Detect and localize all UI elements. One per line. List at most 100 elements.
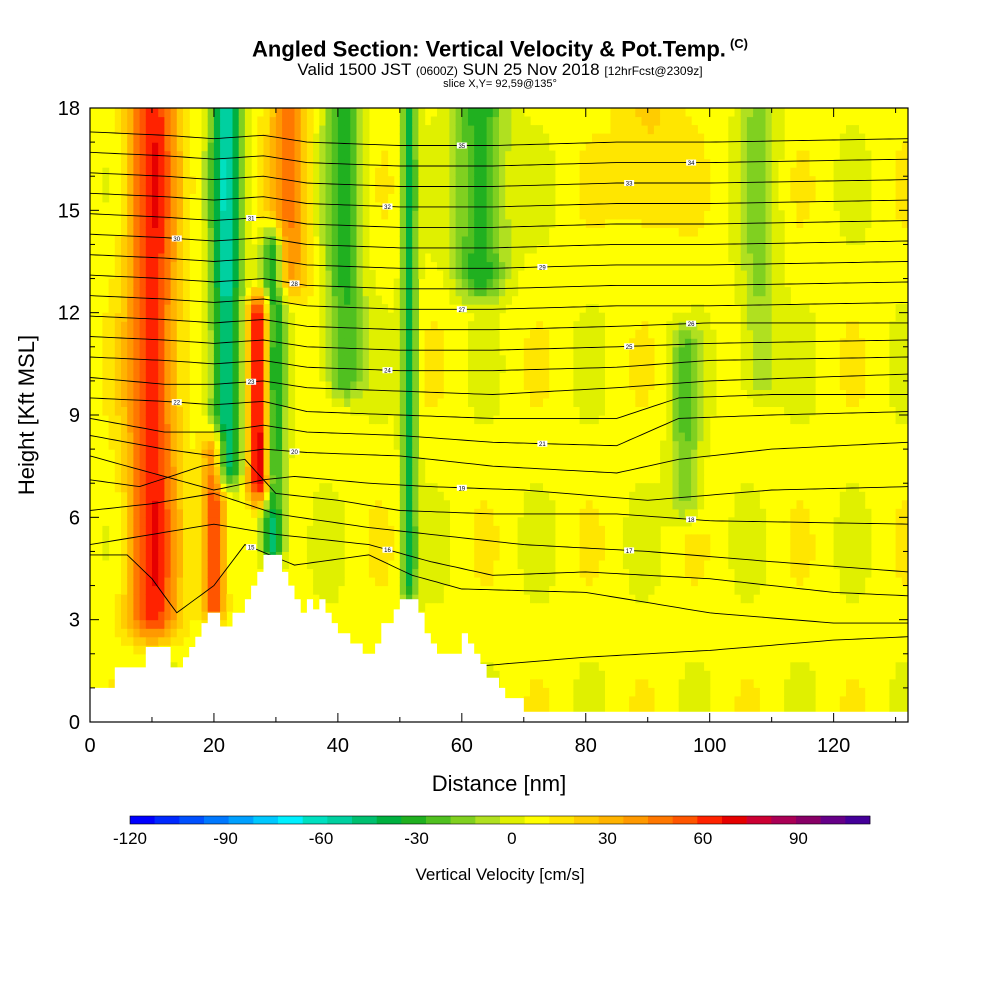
velocity-cell bbox=[114, 389, 122, 399]
velocity-cell bbox=[641, 679, 649, 689]
velocity-cell bbox=[697, 210, 705, 220]
velocity-cell bbox=[592, 415, 599, 425]
velocity-cell bbox=[406, 389, 413, 399]
velocity-cell bbox=[499, 295, 506, 305]
velocity-cell bbox=[406, 116, 413, 126]
velocity-cell bbox=[133, 397, 141, 407]
velocity-cell bbox=[691, 449, 698, 459]
velocity-cell bbox=[127, 611, 134, 621]
velocity-cell bbox=[275, 210, 283, 220]
velocity-cell bbox=[164, 329, 172, 339]
velocity-cell bbox=[399, 253, 407, 263]
velocity-cell bbox=[536, 363, 543, 373]
velocity-cell bbox=[406, 227, 413, 237]
velocity-cell bbox=[207, 551, 215, 561]
velocity-cell bbox=[864, 159, 872, 169]
velocity-cell bbox=[437, 560, 444, 570]
velocity-cell bbox=[802, 704, 810, 714]
velocity-cell bbox=[746, 500, 754, 510]
velocity-cell bbox=[331, 210, 339, 220]
velocity-cell bbox=[158, 568, 165, 578]
velocity-cell bbox=[350, 184, 358, 194]
velocity-cell bbox=[796, 312, 804, 322]
velocity-cell bbox=[852, 560, 859, 570]
velocity-cell bbox=[176, 278, 184, 288]
velocity-cell bbox=[331, 517, 339, 527]
velocity-cell bbox=[356, 150, 364, 160]
velocity-cell bbox=[740, 304, 748, 314]
velocity-cell bbox=[356, 406, 364, 416]
velocity-cell bbox=[176, 304, 184, 314]
velocity-cell bbox=[362, 167, 370, 177]
velocity-cell bbox=[474, 125, 481, 135]
velocity-cell bbox=[412, 201, 419, 211]
velocity-cell bbox=[350, 346, 358, 356]
velocity-cell bbox=[418, 483, 426, 493]
velocity-cell bbox=[585, 687, 593, 697]
velocity-cell bbox=[257, 278, 265, 288]
velocity-cell bbox=[697, 159, 705, 169]
velocity-cell bbox=[399, 491, 407, 501]
velocity-cell bbox=[616, 125, 624, 135]
velocity-cell bbox=[257, 415, 265, 425]
velocity-cell bbox=[443, 142, 450, 152]
velocity-cell bbox=[220, 585, 227, 595]
velocity-cell bbox=[387, 389, 395, 399]
velocity-cell bbox=[536, 594, 543, 604]
velocity-cell bbox=[647, 150, 655, 160]
velocity-cell bbox=[592, 321, 599, 331]
velocity-cell bbox=[362, 142, 370, 152]
velocity-cell bbox=[145, 466, 153, 476]
velocity-cell bbox=[635, 508, 643, 518]
velocity-cell bbox=[610, 167, 618, 177]
velocity-cell bbox=[381, 321, 389, 331]
velocity-cell bbox=[344, 304, 351, 314]
velocity-cell bbox=[629, 338, 636, 348]
isentrope-label: 33 bbox=[626, 182, 633, 188]
velocity-cell bbox=[684, 338, 692, 348]
velocity-cell bbox=[635, 193, 643, 203]
velocity-cell bbox=[232, 210, 240, 220]
velocity-cell bbox=[889, 355, 897, 365]
velocity-cell bbox=[269, 201, 277, 211]
velocity-cell bbox=[275, 295, 283, 305]
velocity-cell bbox=[325, 133, 333, 143]
velocity-cell bbox=[399, 406, 407, 416]
colorbar-swatch bbox=[500, 816, 525, 824]
velocity-cell bbox=[288, 133, 296, 143]
velocity-cell bbox=[672, 329, 680, 339]
velocity-cell bbox=[846, 525, 853, 535]
velocity-cell bbox=[201, 594, 209, 604]
velocity-cell bbox=[183, 133, 190, 143]
velocity-cell bbox=[108, 346, 116, 356]
velocity-cell bbox=[734, 278, 742, 288]
velocity-cell bbox=[492, 227, 500, 237]
velocity-cell bbox=[666, 125, 674, 135]
velocity-cell bbox=[319, 525, 327, 535]
velocity-cell bbox=[393, 423, 401, 433]
velocity-cell bbox=[430, 244, 438, 254]
velocity-cell bbox=[852, 491, 859, 501]
velocity-cell bbox=[468, 133, 475, 143]
velocity-cell bbox=[207, 542, 215, 552]
velocity-cell bbox=[666, 116, 674, 126]
velocity-cell bbox=[839, 551, 847, 561]
velocity-cell bbox=[684, 687, 692, 697]
velocity-cell bbox=[703, 432, 711, 442]
velocity-cell bbox=[145, 577, 153, 587]
velocity-cell bbox=[275, 142, 283, 152]
velocity-cell bbox=[746, 372, 754, 382]
velocity-cell bbox=[158, 449, 165, 459]
velocity-cell bbox=[344, 125, 351, 135]
velocity-cell bbox=[399, 201, 407, 211]
velocity-cell bbox=[653, 176, 661, 186]
velocity-cell bbox=[443, 577, 450, 587]
velocity-cell bbox=[449, 218, 457, 228]
velocity-cell bbox=[746, 176, 754, 186]
velocity-cell bbox=[288, 355, 296, 365]
velocity-cell bbox=[232, 235, 240, 245]
velocity-cell bbox=[740, 261, 748, 271]
colorbar-swatch bbox=[253, 816, 279, 824]
velocity-cell bbox=[443, 201, 450, 211]
velocity-cell bbox=[133, 466, 141, 476]
